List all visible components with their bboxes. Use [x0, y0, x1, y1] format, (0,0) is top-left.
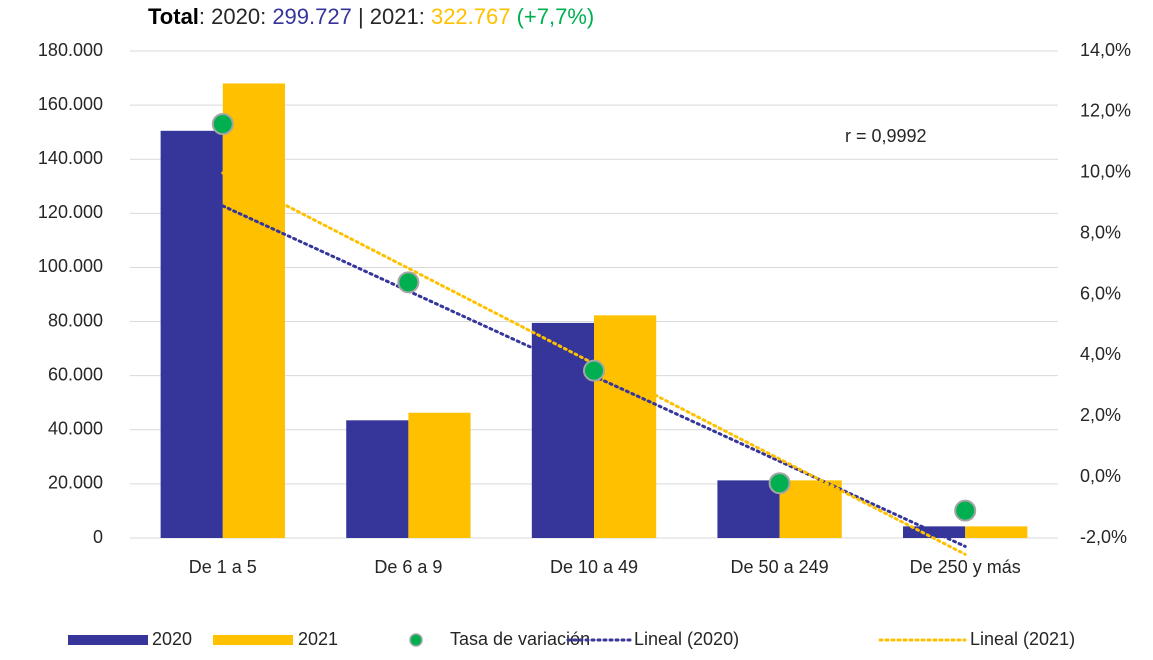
bar — [160, 130, 223, 538]
legend-label: 2021 — [298, 629, 338, 649]
y2-tick-label: 6,0% — [1080, 283, 1121, 303]
bar — [408, 412, 471, 538]
y2-tick-label: 8,0% — [1080, 222, 1121, 242]
y2-tick-label: 0,0% — [1080, 466, 1121, 486]
legend-swatch — [68, 635, 148, 645]
y2-tick-label: 12,0% — [1080, 101, 1131, 121]
y-tick-label: 40.000 — [48, 419, 103, 439]
y-tick-label: 120.000 — [38, 202, 103, 222]
y-tick-label: 80.000 — [48, 310, 103, 330]
y2-tick-label: 14,0% — [1080, 40, 1131, 60]
y-tick-label: 180.000 — [38, 40, 103, 60]
y-tick-label: 60.000 — [48, 364, 103, 384]
legend-label: Lineal (2021) — [970, 629, 1075, 649]
y-tick-label: 160.000 — [38, 94, 103, 114]
bar — [346, 420, 409, 538]
bar — [222, 83, 285, 538]
y-tick-label: 140.000 — [38, 148, 103, 168]
legend-swatch — [409, 633, 423, 647]
annotation: r = 0,9992 — [845, 126, 927, 146]
y2-tick-label: 2,0% — [1080, 405, 1121, 425]
y-tick-label: 100.000 — [38, 256, 103, 276]
scatter-point — [768, 472, 791, 495]
x-tick-label: De 250 y más — [910, 557, 1021, 577]
y-tick-label: 20.000 — [48, 473, 103, 493]
y2-tick-label: 4,0% — [1080, 344, 1121, 364]
scatter-point — [954, 499, 977, 522]
scatter-point — [211, 113, 234, 136]
y-tick-label: 0 — [93, 527, 103, 547]
scatter-point — [397, 271, 420, 294]
x-tick-label: De 10 a 49 — [550, 557, 638, 577]
legend-swatch — [213, 635, 293, 645]
title-part: (+7,7%) — [510, 4, 594, 29]
legend-label: Lineal (2020) — [634, 629, 739, 649]
x-tick-label: De 1 a 5 — [189, 557, 257, 577]
x-tick-label: De 50 a 249 — [731, 557, 829, 577]
legend-label: Tasa de variación — [450, 629, 590, 649]
bar — [779, 480, 842, 538]
bar — [594, 315, 657, 538]
x-tick-label: De 6 a 9 — [374, 557, 442, 577]
bar — [531, 322, 594, 538]
bar — [717, 480, 780, 538]
bar — [965, 526, 1028, 538]
y2-tick-label: -2,0% — [1080, 527, 1127, 547]
scatter-point — [583, 359, 605, 382]
y2-tick-label: 10,0% — [1080, 162, 1131, 182]
title-part: 299.727 — [272, 4, 352, 29]
title-part: Total — [148, 4, 199, 29]
title-part: : 2020: — [199, 4, 272, 29]
title-part: 322.767 — [431, 4, 511, 29]
chart-title: Total: 2020: 299.727 | 2021: 322.767 (+7… — [148, 4, 594, 29]
legend-label: 2020 — [152, 629, 192, 649]
title-part: | 2021: — [352, 4, 431, 29]
